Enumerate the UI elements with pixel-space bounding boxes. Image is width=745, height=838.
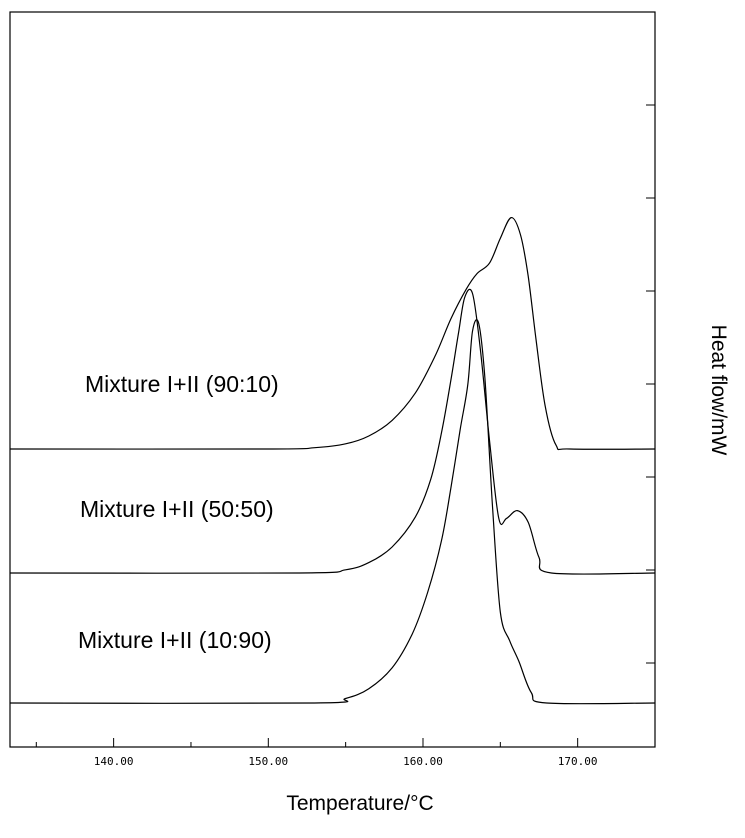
series-label-2: Mixture I+II (50:50) — [80, 496, 274, 522]
x-tick-label: 160.00 — [403, 755, 443, 768]
series-curve-2 — [9, 288, 656, 575]
axis-ticks: 140.00 150.00 160.00 170.00 — [35, 104, 656, 768]
series-label-1: Mixture I+II (90:10) — [85, 371, 279, 397]
curves-layer — [9, 217, 656, 705]
series-label-3: Mixture I+II (10:90) — [78, 627, 272, 653]
x-tick-label: 150.00 — [248, 755, 288, 768]
y-axis-title: Heat flow/mW — [707, 325, 730, 456]
plot-frame — [9, 11, 656, 748]
x-axis-title: Temperature/°C — [286, 792, 433, 815]
series-labels-layer: Mixture I+II (90:10) Mixture I+II (50:50)… — [78, 371, 279, 653]
series-curve-3 — [9, 319, 656, 705]
x-tick-label: 170.00 — [558, 755, 598, 768]
series-curve-1 — [9, 217, 656, 451]
x-tick-label: 140.00 — [94, 755, 134, 768]
